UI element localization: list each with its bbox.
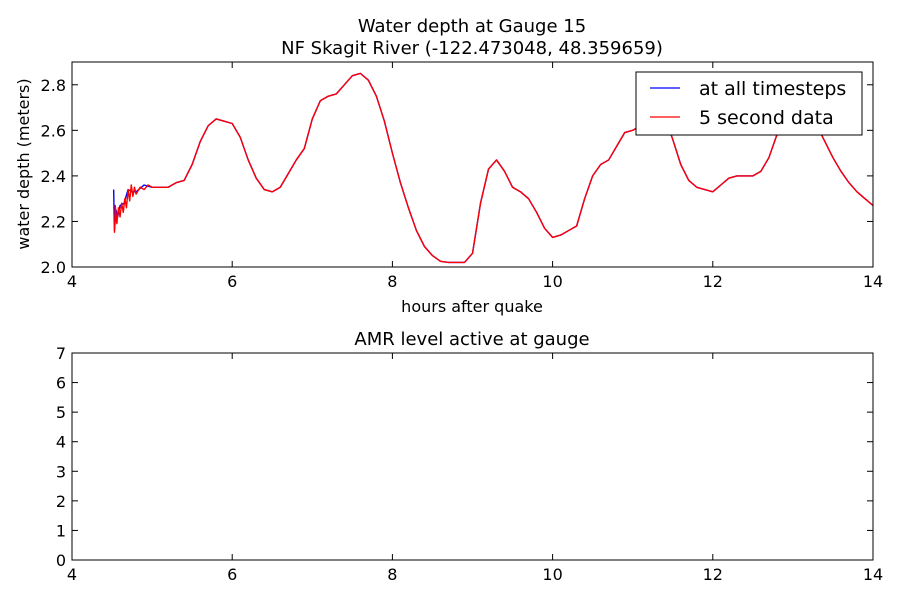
top-x-tick-label: 12 — [703, 272, 723, 291]
bottom-x-tick-label: 8 — [387, 565, 397, 584]
top-y-tick-label: 2.8 — [41, 76, 66, 95]
chart-title-line1: Water depth at Gauge 15 — [358, 16, 586, 37]
chart-title-line2: NF Skagit River (-122.473048, 48.359659) — [281, 38, 663, 59]
bottom-y-tick-label: 7 — [56, 344, 66, 363]
bottom-y-tick-label: 0 — [56, 551, 66, 570]
top-y-tick-label: 2.4 — [41, 167, 66, 186]
bottom-y-tick-label: 5 — [56, 403, 66, 422]
top-x-tick-label: 4 — [67, 272, 77, 291]
bottom-y-tick-label: 4 — [56, 433, 66, 452]
bottom-x-tick-label: 10 — [542, 565, 562, 584]
top-x-tick-label: 14 — [863, 272, 883, 291]
legend: at all timesteps 5 second data — [635, 71, 863, 136]
bottom-y-tick-label: 6 — [56, 374, 66, 393]
top-y-tick-label: 2.0 — [41, 258, 66, 277]
bottom-x-tick-label: 14 — [863, 565, 883, 584]
amr-plot-title: AMR level active at gauge — [354, 329, 589, 350]
bottom-x-tick-label: 4 — [67, 565, 77, 584]
bottom-x-tick-label: 12 — [703, 565, 723, 584]
top-y-tick-label: 2.6 — [41, 121, 66, 140]
bottom-y-tick-label: 3 — [56, 462, 66, 481]
legend-label-all-timesteps: at all timesteps — [699, 78, 846, 100]
bottom-plot-frame — [71, 352, 874, 561]
top-x-tick-label: 10 — [542, 272, 562, 291]
top-x-tick-label: 6 — [227, 272, 237, 291]
legend-label-5-second-data: 5 second data — [699, 107, 834, 129]
water-depth-plot: 4 6 8 10 12 14 2.0 2.2 2.4 2.6 2.8 — [41, 61, 883, 291]
top-y-tick-label: 2.2 — [41, 212, 66, 231]
bottom-y-tick-label: 1 — [56, 521, 66, 540]
top-x-tick-label: 8 — [387, 272, 397, 291]
y-axis-label: water depth (meters) — [14, 78, 33, 249]
bottom-y-tick-label: 2 — [56, 492, 66, 511]
x-axis-label: hours after quake — [401, 297, 543, 316]
bottom-x-tick-label: 6 — [227, 565, 237, 584]
series-line-5-second-data — [113, 72, 873, 264]
top-plot-frame — [71, 61, 874, 268]
